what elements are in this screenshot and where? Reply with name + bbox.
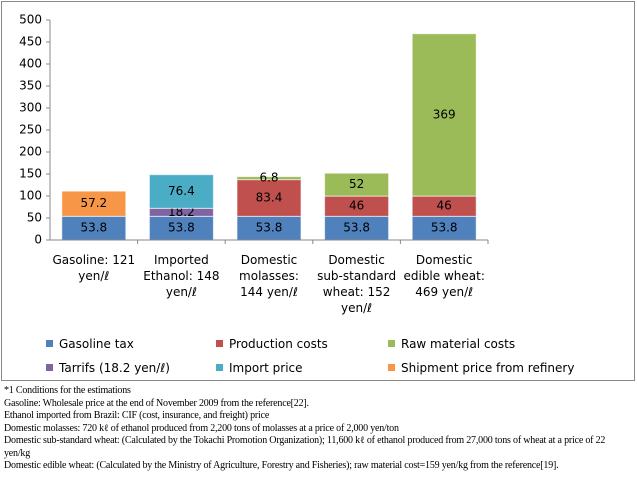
y-tick-label: 150 [19, 167, 42, 181]
y-tick-label: 500 [19, 13, 42, 27]
bar-segment [236, 179, 302, 217]
data-label: 53.8 [343, 221, 370, 235]
bar-segment [148, 174, 214, 209]
data-label: 76.4 [168, 184, 195, 198]
y-tick-label: 0 [34, 233, 42, 247]
legend-swatch [46, 364, 53, 371]
y-tick-label: 450 [19, 35, 42, 49]
legend-swatch [46, 340, 53, 347]
footnote-line: *1 Conditions for the estimations [4, 385, 131, 396]
legend-item: Shipment price from refinery [388, 361, 574, 375]
chart-border [1, 1, 635, 381]
bar-segment [411, 33, 477, 197]
footnote-line: Domestic edible wheat: (Calculated by th… [4, 460, 559, 471]
x-tick-label: Gasoline: 121 yen/ℓ [52, 253, 136, 283]
y-tick-label: 200 [19, 145, 42, 159]
x-tick-label: Domestic edible wheat: 469 yen/ℓ [403, 253, 485, 299]
legend-swatch [216, 364, 223, 371]
y-tick-label: 250 [19, 123, 42, 137]
x-tick-label: Domestic molasses: 144 yen/ℓ [239, 253, 299, 299]
legend-swatch [388, 364, 395, 371]
legend-swatch [388, 340, 395, 347]
legend-swatch [216, 340, 223, 347]
legend-item: Gasoline tax [46, 337, 134, 351]
footnote-line: Ethanol imported from Brazil: CIF (cost,… [4, 410, 270, 421]
footnotes: *1 Conditions for the estimations Gasolin… [4, 385, 632, 473]
legend-label: Gasoline tax [59, 337, 134, 351]
data-label: 53.8 [80, 221, 107, 235]
data-label: 46 [349, 199, 364, 213]
y-tick-label: 400 [19, 57, 42, 71]
legend-item: Import price [216, 361, 303, 375]
legend-item: Tarrifs (18.2 yen/ℓ) [46, 361, 170, 375]
legend-label: Import price [229, 361, 303, 375]
data-label: 369 [433, 107, 456, 121]
footnote-line: Domestic sub-standard wheat: (Calculated… [4, 435, 606, 459]
legend-label: Production costs [229, 337, 328, 351]
legend-label: Shipment price from refinery [401, 361, 575, 375]
data-label: 52 [349, 177, 364, 191]
y-tick-label: 350 [19, 79, 42, 93]
data-label: 83.4 [256, 190, 283, 204]
data-label: 6.8 [259, 171, 278, 185]
x-tick-label: Domestic sub-standard wheat: 152 yen/ℓ [317, 253, 397, 315]
legend-label: Raw material costs [401, 337, 516, 351]
legend-item: Production costs [216, 337, 328, 351]
legend-label: Tarrifs (18.2 yen/ℓ) [59, 361, 170, 375]
bar-segment [324, 172, 390, 197]
data-label: 53.8 [431, 221, 458, 235]
data-label: 57.2 [80, 196, 107, 210]
data-label: 53.8 [168, 221, 195, 235]
bar-segment [61, 190, 127, 217]
footnote-line: Domestic molasses: 720 kℓ of ethanol pro… [4, 422, 399, 434]
x-tick-label: Imported Ethanol: 148 yen/ℓ [143, 253, 220, 299]
legend-item: Raw material costs [388, 337, 515, 351]
data-label: 53.8 [256, 221, 283, 235]
data-label: 46 [437, 199, 452, 213]
chart: 0 50 100 150 200 250 300 350 400 450 500 53.8 57.2 53… [1, 1, 635, 381]
y-tick-label: 100 [19, 189, 42, 203]
bar-segment [236, 176, 302, 181]
footnote-line: Gasoline: Wholesale price at the end of … [4, 397, 309, 409]
y-tick-label: 50 [27, 211, 42, 225]
y-tick-label: 300 [19, 101, 42, 115]
